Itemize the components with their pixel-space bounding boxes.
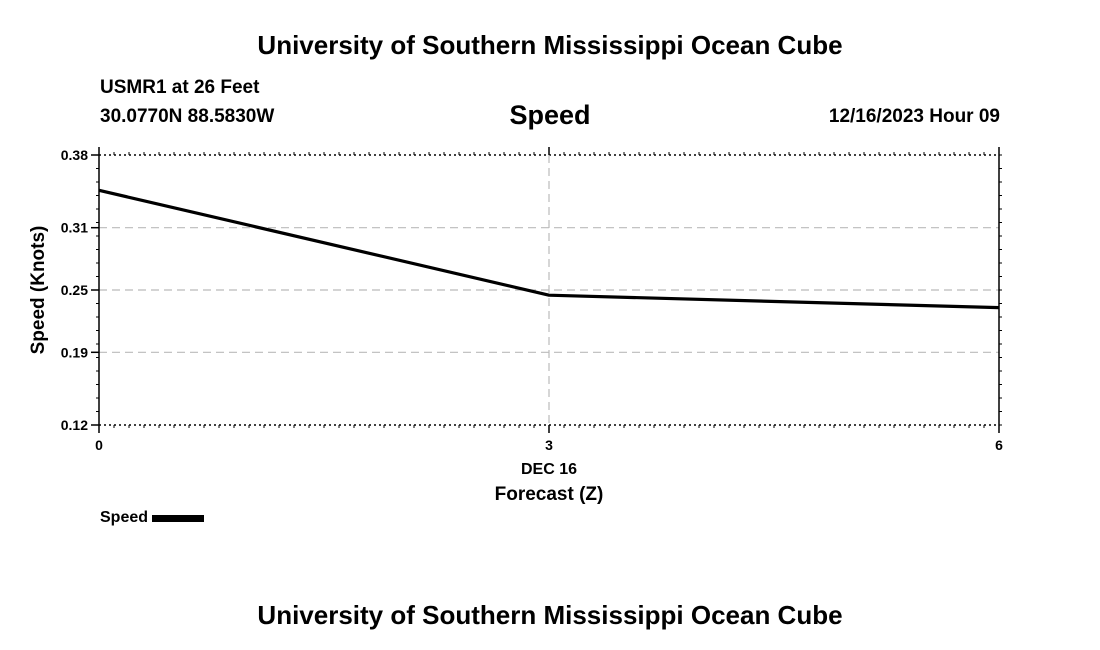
legend-label-speed: Speed <box>100 509 149 526</box>
legend-swatch-speed <box>152 514 205 522</box>
y-tick-label: 0.19 <box>61 344 88 360</box>
chart-title: Speed <box>509 100 591 130</box>
footer-title: University of Southern Mississippi Ocean… <box>257 600 843 630</box>
y-tick-label: 0.12 <box>61 417 88 433</box>
forecast-datetime: 12/16/2023 Hour 09 <box>828 106 1000 127</box>
station-label: USMR1 at 26 Feet <box>100 77 260 98</box>
x-tick-label: 0 <box>95 437 103 453</box>
grid <box>99 154 999 426</box>
y-tick-label: 0.31 <box>61 220 88 236</box>
axis-labels: 0.12 0.19 0.25 0.31 0.38 0 3 6 DEC 16 Forecast (Z… <box>28 147 1003 505</box>
legend: Speed <box>100 509 205 527</box>
y-tick-label: 0.38 <box>61 147 88 163</box>
x-date-label: DEC 16 <box>521 461 577 478</box>
y-tick-label: 0.25 <box>61 282 88 298</box>
series <box>98 188 1000 310</box>
x-tick-label: 6 <box>995 437 1003 453</box>
station-coordinates: 30.0770N 88.5830W <box>100 106 275 127</box>
y-axis-title: Speed (Knots) <box>28 226 49 355</box>
x-axis-title: Forecast (Z) <box>495 484 604 505</box>
page-title: University of Southern Mississippi Ocean… <box>257 30 843 60</box>
axes <box>91 147 1002 433</box>
x-tick-label: 3 <box>545 437 553 453</box>
